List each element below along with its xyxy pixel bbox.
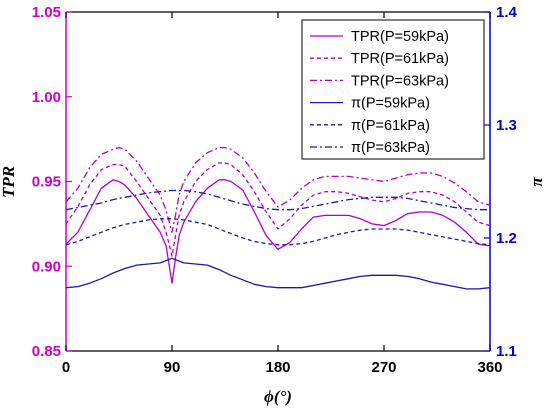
legend-box (301, 19, 485, 160)
left-y-tick-label: 1.00 (32, 89, 61, 106)
left-y-tick-label: 0.85 (32, 343, 61, 360)
x-tick-label: 360 (477, 359, 502, 376)
x-tick-label: 270 (371, 359, 396, 376)
x-tick-label: 180 (265, 359, 290, 376)
left-y-axis-title: TPR (0, 166, 18, 198)
right-y-tick-label: 1.1 (496, 343, 517, 360)
series-line-6 (66, 189, 490, 211)
legend-label-3: TPR(P=63kPa) (351, 73, 449, 89)
legend-label-2: TPR(P=61kPa) (351, 51, 449, 67)
series-line-3 (66, 146, 490, 233)
x-tick-label: 0 (62, 359, 70, 376)
legend-label-6: π(P=63kPa) (351, 140, 430, 156)
right-y-tick-label: 1.4 (496, 4, 518, 21)
series-line-1 (66, 179, 490, 284)
ticks-layer: 0 90 180 270 360 0.85 0.90 0.95 1.00 1.05 1.1 1.2 1.… (32, 4, 518, 376)
left-y-tick-label: 0.90 (32, 258, 61, 275)
x-tick-label: 90 (164, 359, 181, 376)
series-line-5 (66, 218, 490, 246)
series-line-4 (66, 257, 490, 290)
legend: TPR(P=59kPa) TPR(P=61kPa) TPR(P=63kPa) π(P=… (301, 19, 485, 160)
legend-label-1: TPR(P=59kPa) (351, 29, 449, 45)
left-y-tick-label: 1.05 (32, 4, 61, 21)
right-y-tick-label: 1.3 (496, 117, 517, 134)
legend-label-4: π(P=59kPa) (351, 96, 430, 112)
right-y-tick-label: 1.2 (496, 230, 517, 247)
x-axis-title: ϕ(°) (264, 387, 292, 406)
right-y-axis-title: π (527, 177, 546, 187)
series-layer (66, 146, 490, 290)
left-y-tick-label: 0.95 (32, 174, 61, 191)
legend-label-5: π(P=61kPa) (351, 118, 430, 134)
series-line-2 (66, 162, 490, 257)
